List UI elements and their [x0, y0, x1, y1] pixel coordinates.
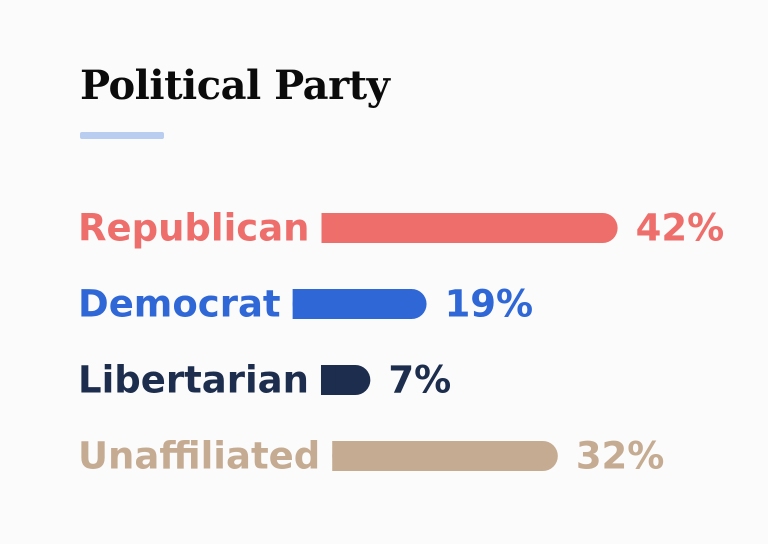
value-label-unaffiliated: 32%: [576, 435, 665, 478]
chart-title: Political Party: [80, 62, 390, 109]
bar-republican: [321, 213, 618, 243]
bar-unaffiliated: [332, 441, 558, 471]
bar-republican-left-edge: [321, 213, 337, 243]
title-underline: [80, 132, 164, 139]
bar-democrat-left-edge: [292, 289, 308, 319]
bar-unaffiliated-left-edge: [332, 441, 348, 471]
bar-democrat: [292, 289, 427, 319]
category-label-libertarian: Libertarian: [78, 359, 309, 402]
value-label-democrat: 19%: [445, 283, 534, 326]
category-label-democrat: Democrat: [78, 283, 281, 326]
category-label-republican: Republican: [78, 207, 310, 250]
bar-libertarian-left-edge: [320, 365, 336, 395]
category-label-unaffiliated: Unaffiliated: [78, 435, 320, 478]
value-label-republican: 42%: [636, 207, 725, 250]
value-label-libertarian: 7%: [388, 359, 451, 402]
